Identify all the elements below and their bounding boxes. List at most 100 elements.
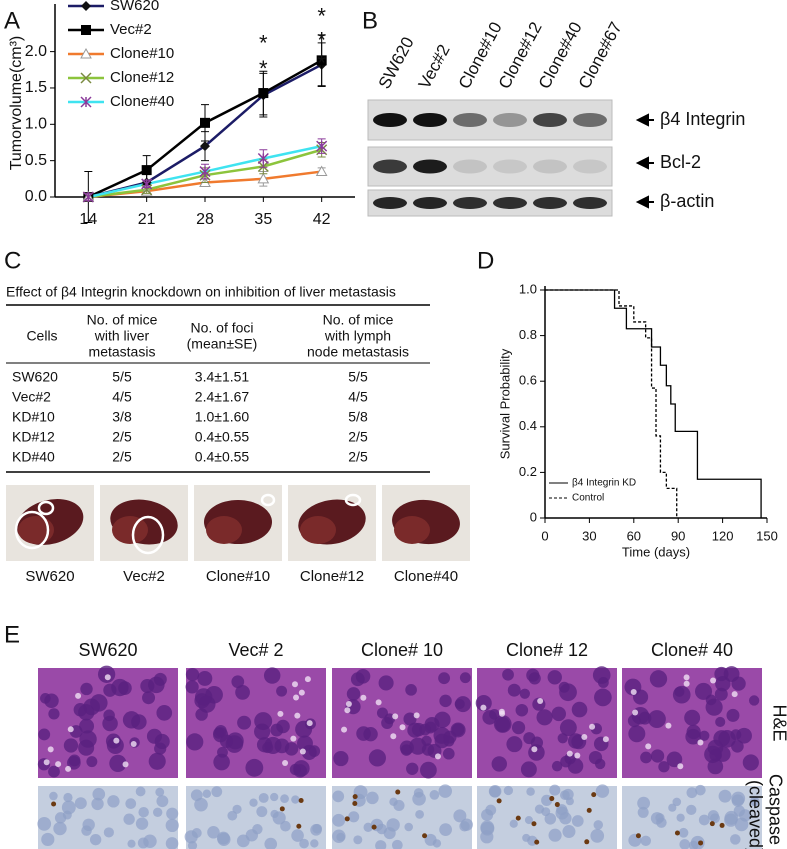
legend-label: Clone#12	[110, 69, 174, 86]
he-space	[290, 735, 297, 742]
he-nucleus	[90, 694, 108, 712]
blot-band	[533, 159, 567, 174]
marker	[258, 88, 269, 99]
asterisk	[257, 152, 269, 165]
ihc-nucleus	[264, 837, 278, 849]
triangle	[315, 165, 328, 177]
he-nucleus	[731, 676, 746, 691]
he-nucleus	[400, 744, 413, 756]
legend-label: Clone#10	[110, 45, 174, 62]
asterisk	[316, 140, 328, 152]
table-cell: 0.4±0.55	[195, 449, 250, 465]
ihc-nucleus	[375, 840, 387, 849]
he-nucleus	[111, 678, 129, 697]
ihc-nucleus	[332, 829, 346, 843]
panel-label: E	[4, 621, 20, 648]
x-tick-label: 60	[627, 528, 641, 543]
ihc-nucleus	[291, 829, 304, 842]
x-tick-label: 120	[712, 528, 734, 543]
he-space	[566, 750, 573, 757]
apoptotic-cell	[352, 801, 358, 807]
table-cell: 5/5	[348, 369, 368, 385]
he-nucleus	[80, 682, 93, 696]
y-tick-label: 1.0	[25, 116, 47, 133]
he-nucleus	[536, 709, 553, 726]
table-cell: KD#40	[12, 449, 55, 465]
ihc-nucleus	[724, 813, 738, 827]
ihc-nucleus	[166, 807, 179, 820]
ihc-nucleus	[698, 814, 710, 826]
ihc-nucleus	[668, 803, 677, 812]
marker	[257, 172, 270, 184]
x-tick-label: 42	[313, 211, 331, 228]
ihc-nucleus	[155, 787, 165, 797]
he-nucleus	[40, 693, 51, 704]
ihc-nucleus	[74, 797, 87, 810]
panel-label: D	[477, 247, 494, 274]
panel-label: C	[4, 247, 21, 274]
table-cell: Vec#2	[12, 389, 51, 405]
he-nucleus	[628, 725, 646, 743]
marker	[141, 178, 153, 190]
table-cell: 2/5	[112, 429, 132, 445]
he-nucleus	[551, 760, 563, 772]
he-nucleus	[559, 683, 577, 702]
table-header: No. of foci	[190, 320, 253, 336]
ihc-nucleus	[152, 807, 163, 818]
blot-band	[493, 159, 527, 174]
he-space	[65, 765, 72, 772]
y-tick-label: 0	[530, 509, 537, 524]
he-nucleus	[245, 758, 264, 777]
he-nucleus	[520, 761, 537, 778]
ihc-nucleus	[127, 839, 136, 848]
ihc-nucleus	[165, 818, 179, 833]
legend-label: β4 Integrin KD	[572, 478, 636, 489]
he-space	[697, 739, 704, 746]
apoptotic-cell	[584, 839, 590, 845]
asterisk	[80, 96, 92, 108]
he-space	[294, 712, 301, 719]
apoptotic-cell	[344, 816, 350, 822]
ihc-nucleus	[190, 789, 203, 802]
blot-band	[373, 197, 407, 209]
arrow	[635, 156, 654, 170]
cross	[80, 72, 92, 84]
he-space	[55, 761, 62, 768]
he-space	[291, 681, 298, 688]
he-nucleus	[225, 735, 244, 753]
he-nucleus	[557, 733, 568, 744]
he-nucleus	[640, 751, 652, 764]
square	[81, 25, 91, 35]
arrow	[635, 113, 654, 127]
ihc-nucleus	[187, 841, 198, 849]
he-space	[480, 704, 487, 711]
he-nucleus	[148, 752, 166, 770]
he-space	[341, 726, 348, 733]
x-tick-label: 30	[582, 528, 596, 543]
y-axis-title: Tumorvolume(cm³)	[8, 36, 25, 171]
he-nucleus	[109, 754, 127, 773]
he-nucleus	[185, 680, 199, 694]
blot-band	[573, 197, 607, 209]
he-space	[345, 700, 352, 707]
he-nucleus	[86, 756, 98, 768]
ihc-nucleus	[503, 785, 514, 796]
blot-band	[413, 159, 447, 174]
ihc-nucleus	[49, 791, 58, 801]
he-nucleus	[650, 749, 665, 763]
he-space	[306, 720, 313, 727]
he-space	[630, 689, 637, 696]
x-axis-title: Time (days)	[622, 544, 690, 559]
blot-band	[573, 159, 607, 174]
he-nucleus	[506, 736, 523, 753]
he-space	[375, 699, 382, 706]
he-nucleus	[421, 735, 432, 746]
tumor-circle	[131, 515, 165, 555]
he-nucleus	[559, 719, 577, 737]
lane-label: SW620	[375, 34, 418, 92]
he-nucleus	[736, 727, 752, 744]
y-tick-label: 0.4	[519, 418, 537, 433]
square	[141, 165, 152, 176]
he-nucleus	[459, 672, 471, 684]
apoptotic-cell	[534, 839, 540, 845]
